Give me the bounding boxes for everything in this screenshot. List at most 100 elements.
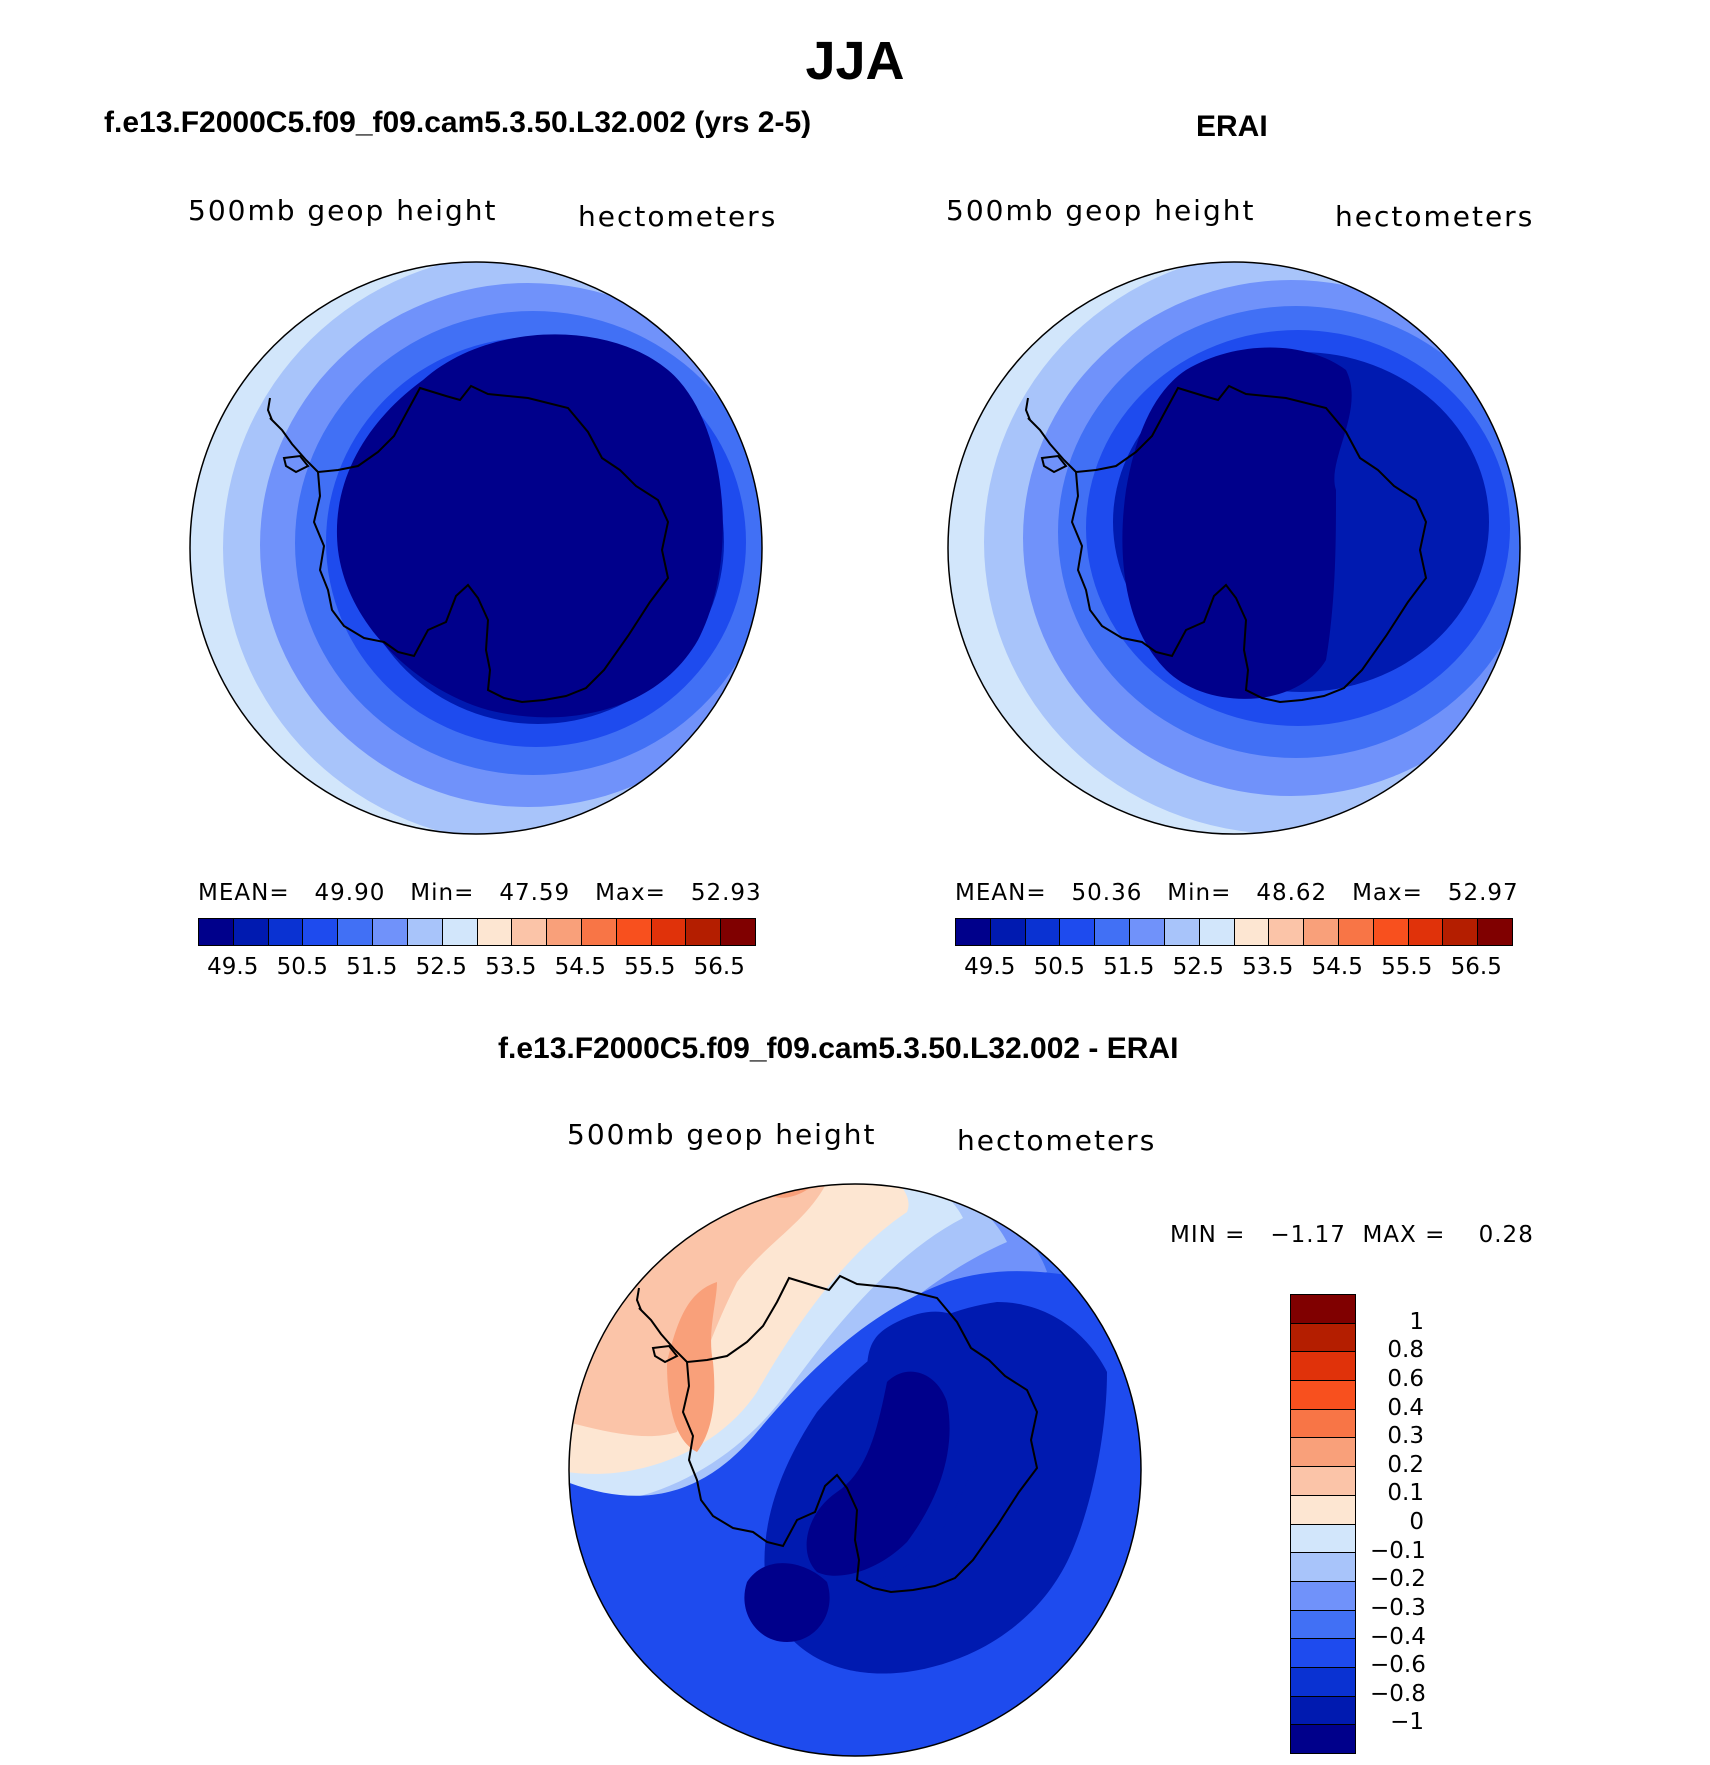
- obs-colorbar-swatch: [956, 919, 991, 945]
- obs-colorbar-swatch: [1095, 919, 1131, 945]
- diff-colorbar-swatch: [1291, 1438, 1355, 1468]
- obs-colorbar-tick-label: 50.5: [1033, 954, 1085, 980]
- obs-colorbar-tick-label: 55.5: [1381, 954, 1433, 980]
- diff-colorbar-swatch: [1291, 1610, 1355, 1640]
- diff-colorbar-tick-label: 0.4: [1387, 1394, 1424, 1421]
- model-panel-title: f.e13.F2000C5.f09_f09.cam5.3.50.L32.002 …: [104, 106, 812, 139]
- model-colorbar: [198, 918, 756, 946]
- diff-units-label: hectometers: [957, 1124, 1157, 1157]
- diff-colorbar-swatch: [1291, 1352, 1355, 1382]
- model-colorbar-swatch: [268, 919, 304, 945]
- model-stats: MEAN= 49.90 Min= 47.59 Max= 52.93: [198, 880, 762, 906]
- model-colorbar-swatch: [338, 919, 374, 945]
- obs-colorbar-swatch: [1304, 919, 1339, 945]
- obs-units-label: hectometers: [1335, 200, 1535, 233]
- diff-colorbar-swatch: [1291, 1667, 1355, 1697]
- model-polar-map: [189, 261, 763, 835]
- diff-colorbar-swatch: [1291, 1524, 1355, 1554]
- model-colorbar-tick-label: 49.5: [207, 954, 259, 980]
- obs-colorbar-swatch: [1199, 919, 1235, 945]
- obs-colorbar-swatch: [1443, 919, 1479, 945]
- diff-coastline: [635, 1274, 1039, 1594]
- diff-colorbar-tick-label: −0.4: [1370, 1623, 1426, 1650]
- model-colorbar-swatch: [686, 919, 722, 945]
- diff-colorbar-swatch: [1291, 1467, 1355, 1496]
- obs-colorbar-swatch: [1164, 919, 1200, 945]
- diff-colorbar-tick-label: 0.6: [1387, 1365, 1424, 1392]
- model-colorbar-tick-label: 55.5: [624, 954, 676, 980]
- obs-colorbar: [955, 918, 1513, 946]
- obs-map-border: [947, 261, 1521, 835]
- obs-panel-title: ERAI: [1196, 110, 1268, 143]
- obs-colorbar-swatch: [1408, 919, 1444, 945]
- diff-colorbar-swatch: [1291, 1495, 1355, 1525]
- obs-polar-map: [947, 261, 1521, 835]
- diff-colorbar-swatch: [1291, 1639, 1355, 1668]
- diff-colorbar: [1290, 1294, 1356, 1754]
- model-colorbar-swatch: [581, 919, 617, 945]
- obs-colorbar-swatch: [1060, 919, 1096, 945]
- model-colorbar-swatch: [651, 919, 687, 945]
- diff-colorbar-tick-label: 0.8: [1387, 1337, 1424, 1364]
- model-coastline: [266, 384, 670, 704]
- diff-map-border: [568, 1183, 1142, 1757]
- model-colorbar-tick-label: 56.5: [693, 954, 745, 980]
- obs-colorbar-swatch: [1130, 919, 1165, 945]
- model-colorbar-tick-label: 54.5: [554, 954, 606, 980]
- model-colorbar-swatch: [233, 919, 269, 945]
- diff-colorbar-swatch: [1291, 1323, 1355, 1353]
- diff-colorbar-swatch: [1291, 1553, 1355, 1582]
- model-contour-fill: [190, 262, 762, 834]
- obs-variable-label: 500mb geop height: [946, 194, 1256, 227]
- obs-colorbar-swatch: [1234, 919, 1270, 945]
- diff-colorbar-tick-label: 0: [1409, 1509, 1424, 1535]
- obs-colorbar-swatch: [1338, 919, 1374, 945]
- diff-colorbar-tick-label: −1: [1390, 1709, 1424, 1736]
- diff-colorbar-swatch: [1291, 1381, 1355, 1410]
- model-colorbar-swatch: [721, 919, 755, 945]
- diff-contour-fill: [569, 1184, 1141, 1756]
- diff-colorbar-tick-label: −0.1: [1370, 1537, 1426, 1564]
- model-colorbar-swatch: [616, 919, 652, 945]
- obs-colorbar-swatch: [1478, 919, 1512, 945]
- obs-colorbar-swatch: [1269, 919, 1305, 945]
- obs-colorbar-tick-label: 51.5: [1103, 954, 1155, 980]
- obs-colorbar-tick-label: 56.5: [1450, 954, 1502, 980]
- diff-colorbar-tick-label: 0.1: [1387, 1480, 1424, 1507]
- obs-colorbar-swatch: [1025, 919, 1061, 945]
- diff-colorbar-swatch: [1291, 1295, 1355, 1324]
- model-colorbar-swatch: [512, 919, 548, 945]
- diff-colorbar-tick-label: −0.6: [1370, 1652, 1426, 1679]
- model-map-border: [189, 261, 763, 835]
- diff-colorbar-tick-label: −0.8: [1370, 1680, 1426, 1707]
- diff-colorbar-tick-label: 1: [1409, 1308, 1424, 1335]
- model-colorbar-tick-label: 52.5: [415, 954, 467, 980]
- diff-colorbar-swatch: [1291, 1581, 1355, 1611]
- model-colorbar-swatch: [442, 919, 478, 945]
- model-colorbar-swatch: [477, 919, 513, 945]
- diff-colorbar-swatch: [1291, 1409, 1355, 1439]
- obs-colorbar-tick-label: 49.5: [964, 954, 1016, 980]
- model-colorbar-swatch: [407, 919, 443, 945]
- obs-contour-fill: [948, 262, 1520, 834]
- diff-colorbar-tick-label: −0.3: [1370, 1594, 1426, 1621]
- figure-title: JJA: [805, 31, 905, 91]
- obs-coastline: [1024, 384, 1428, 704]
- model-colorbar-swatch: [373, 919, 408, 945]
- model-colorbar-swatch: [199, 919, 234, 945]
- diff-stats: MIN = −1.17 MAX = 0.28: [1170, 1222, 1534, 1248]
- obs-colorbar-swatch: [990, 919, 1026, 945]
- model-colorbar-swatch: [303, 919, 339, 945]
- model-colorbar-tick-label: 51.5: [346, 954, 398, 980]
- model-colorbar-tick-label: 50.5: [276, 954, 328, 980]
- obs-stats: MEAN= 50.36 Min= 48.62 Max= 52.97: [955, 880, 1519, 906]
- model-variable-label: 500mb geop height: [188, 194, 498, 227]
- obs-colorbar-tick-label: 53.5: [1242, 954, 1294, 980]
- diff-panel-title: f.e13.F2000C5.f09_f09.cam5.3.50.L32.002 …: [498, 1032, 1179, 1065]
- model-colorbar-swatch: [547, 919, 582, 945]
- obs-colorbar-swatch: [1373, 919, 1409, 945]
- model-colorbar-tick-label: 53.5: [485, 954, 537, 980]
- diff-colorbar-swatch: [1291, 1725, 1355, 1753]
- obs-colorbar-tick-label: 52.5: [1172, 954, 1224, 980]
- model-units-label: hectometers: [578, 200, 778, 233]
